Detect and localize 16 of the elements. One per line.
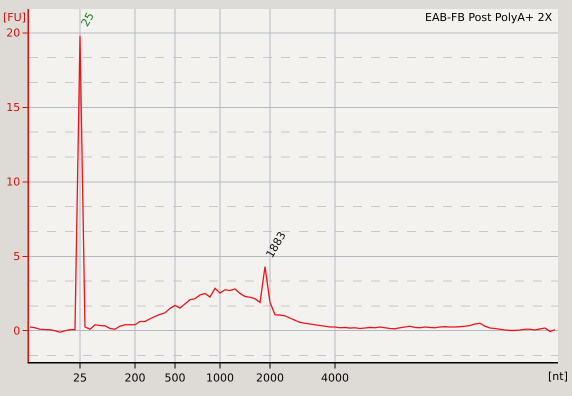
annotation: 25 <box>78 10 97 29</box>
y-tick-label: 0 <box>13 324 20 338</box>
y-tick-label: 20 <box>6 26 20 40</box>
x-tick-label: 25 <box>73 372 87 385</box>
x-tick-label: 200 <box>124 372 146 385</box>
x-axis-title: [nt] <box>548 370 568 383</box>
x-tick-label: 1000 <box>206 372 234 385</box>
x-tick-label: 4000 <box>321 372 349 385</box>
x-tick-label: 500 <box>164 372 186 385</box>
y-tick-label: 10 <box>6 176 20 189</box>
line-series <box>29 35 556 333</box>
chart-title: EAB-FB Post PolyA+ 2X <box>425 11 553 24</box>
x-tick-label: 2000 <box>256 372 284 385</box>
y-tick-label: 15 <box>6 101 20 114</box>
y-axis-title: [FU] <box>3 11 26 24</box>
y-tick-label: 5 <box>13 250 20 264</box>
